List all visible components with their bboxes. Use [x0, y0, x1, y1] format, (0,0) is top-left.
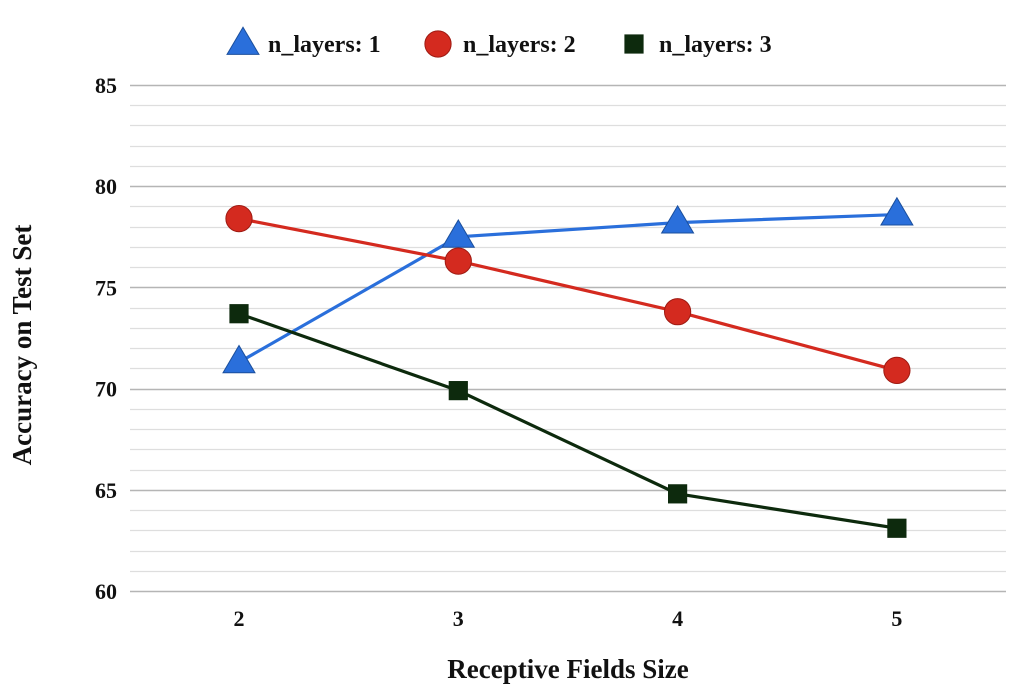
x-axis-ticks: 2 3 4 5	[234, 606, 903, 631]
x-axis-title: Receptive Fields Size	[447, 654, 688, 684]
x-tick-label: 2	[234, 606, 245, 631]
series-line	[237, 216, 899, 372]
legend-marker	[424, 30, 452, 58]
series-line	[237, 312, 899, 530]
y-tick-label: 85	[95, 73, 117, 98]
series-line	[237, 212, 899, 364]
data-point	[663, 298, 692, 326]
data-point	[887, 518, 907, 538]
data-point	[222, 344, 256, 374]
y-axis-ticks: 60 65 70 75 80 85	[95, 73, 117, 604]
legend-item: n_layers: 2	[424, 30, 576, 58]
data-point	[225, 204, 253, 233]
x-tick-label: 4	[672, 606, 683, 631]
legend: n_layers: 1 n_layers: 2 n_layers: 3	[226, 26, 772, 58]
data-point	[880, 196, 914, 226]
series-2	[225, 204, 911, 385]
legend-label: n_layers: 3	[659, 32, 772, 58]
data-point	[444, 247, 472, 275]
series-group	[222, 196, 914, 538]
y-tick-label: 65	[95, 478, 117, 503]
data-point	[448, 381, 468, 401]
series-1	[222, 196, 914, 374]
data-point	[668, 484, 688, 504]
y-tick-label: 80	[95, 174, 117, 199]
gridlines	[130, 84, 1006, 593]
legend-marker	[624, 34, 644, 54]
y-tick-label: 60	[95, 579, 117, 604]
y-tick-label: 70	[95, 377, 117, 402]
y-tick-label: 75	[95, 275, 117, 300]
legend-item: n_layers: 1	[226, 26, 381, 58]
y-axis-title: Accuracy on Test Set	[7, 225, 37, 466]
legend-label: n_layers: 2	[463, 32, 576, 58]
legend-marker	[226, 26, 260, 55]
legend-item: n_layers: 3	[624, 32, 772, 58]
legend-label: n_layers: 1	[268, 32, 381, 58]
x-tick-label: 5	[891, 606, 902, 631]
data-point	[883, 356, 911, 385]
series-3	[229, 304, 907, 538]
data-point	[660, 204, 695, 234]
data-point	[441, 219, 476, 248]
x-tick-label: 3	[453, 606, 464, 631]
data-point	[229, 304, 249, 324]
